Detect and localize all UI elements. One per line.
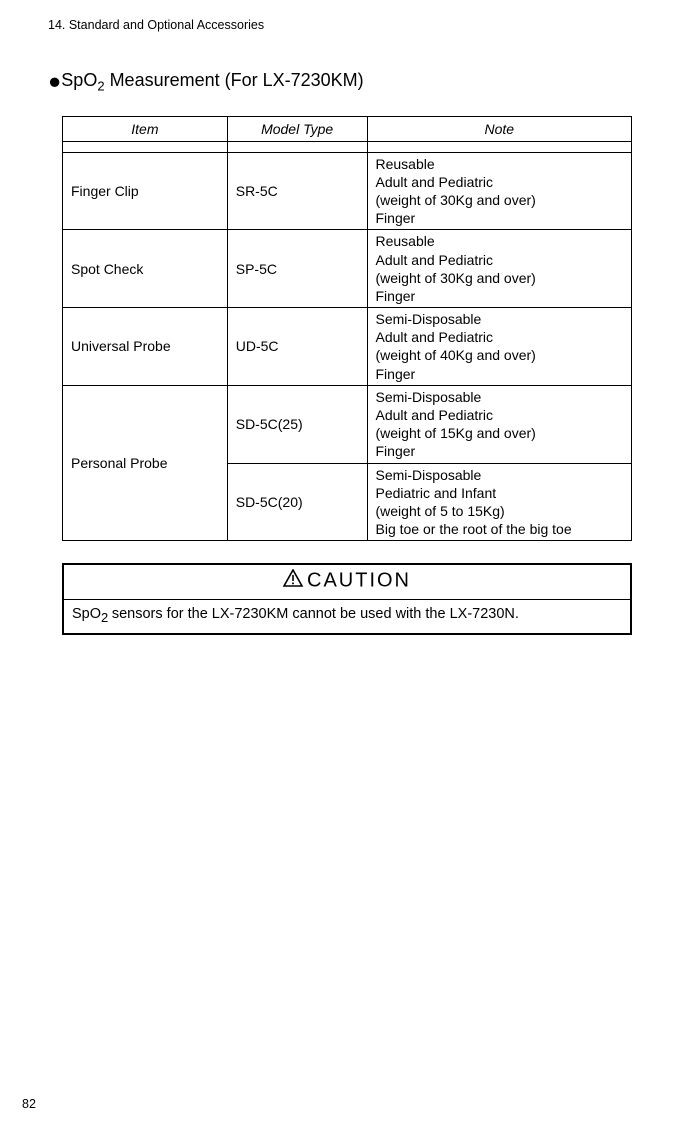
- table-row: Finger ClipSR-5CReusableAdult and Pediat…: [63, 152, 632, 230]
- chapter-header: 14. Standard and Optional Accessories: [48, 18, 647, 32]
- caution-body-sub: 2: [101, 610, 112, 625]
- th-note: Note: [367, 116, 632, 141]
- accessories-table: Item Model Type Note Finger ClipSR-5CReu…: [62, 116, 632, 542]
- caution-body-suffix: sensors for the LX-7230KM cannot be used…: [112, 606, 519, 622]
- cell-model: UD-5C: [227, 308, 367, 386]
- cell-model: SD-5C(25): [227, 385, 367, 463]
- th-model: Model Type: [227, 116, 367, 141]
- cell-item: Finger Clip: [63, 152, 228, 230]
- cell-model: SD-5C(20): [227, 463, 367, 541]
- section-title: ●SpO2 Measurement (For LX-7230KM): [48, 70, 647, 94]
- caution-body: SpO2 sensors for the LX-7230KM cannot be…: [64, 600, 630, 633]
- cell-item: Spot Check: [63, 230, 228, 308]
- table-row: Personal ProbeSD-5C(25)Semi-DisposableAd…: [63, 385, 632, 463]
- cell-item: Universal Probe: [63, 308, 228, 386]
- section-title-sub: 2: [97, 79, 104, 94]
- cell-note: Semi-DisposablePediatric and Infant(weig…: [367, 463, 632, 541]
- cell-item: Personal Probe: [63, 385, 228, 541]
- cell-note: ReusableAdult and Pediatric(weight of 30…: [367, 230, 632, 308]
- page-number: 82: [22, 1097, 36, 1111]
- caution-box: CAUTION SpO2 sensors for the LX-7230KM c…: [62, 563, 632, 635]
- cell-note: Semi-DisposableAdult and Pediatric(weigh…: [367, 385, 632, 463]
- table-row: Spot CheckSP-5CReusableAdult and Pediatr…: [63, 230, 632, 308]
- warning-icon: [283, 569, 303, 593]
- th-item: Item: [63, 116, 228, 141]
- caution-body-prefix: SpO: [72, 606, 101, 622]
- section-title-prefix: SpO: [61, 70, 97, 90]
- caution-title: CAUTION: [64, 565, 630, 600]
- cell-note: ReusableAdult and Pediatric(weight of 30…: [367, 152, 632, 230]
- section-title-suffix: Measurement (For LX-7230KM): [105, 70, 364, 90]
- cell-note: Semi-DisposableAdult and Pediatric(weigh…: [367, 308, 632, 386]
- bullet-icon: ●: [48, 68, 61, 93]
- table-row: Universal ProbeUD-5CSemi-DisposableAdult…: [63, 308, 632, 386]
- cell-model: SP-5C: [227, 230, 367, 308]
- cell-model: SR-5C: [227, 152, 367, 230]
- caution-label: CAUTION: [307, 570, 411, 592]
